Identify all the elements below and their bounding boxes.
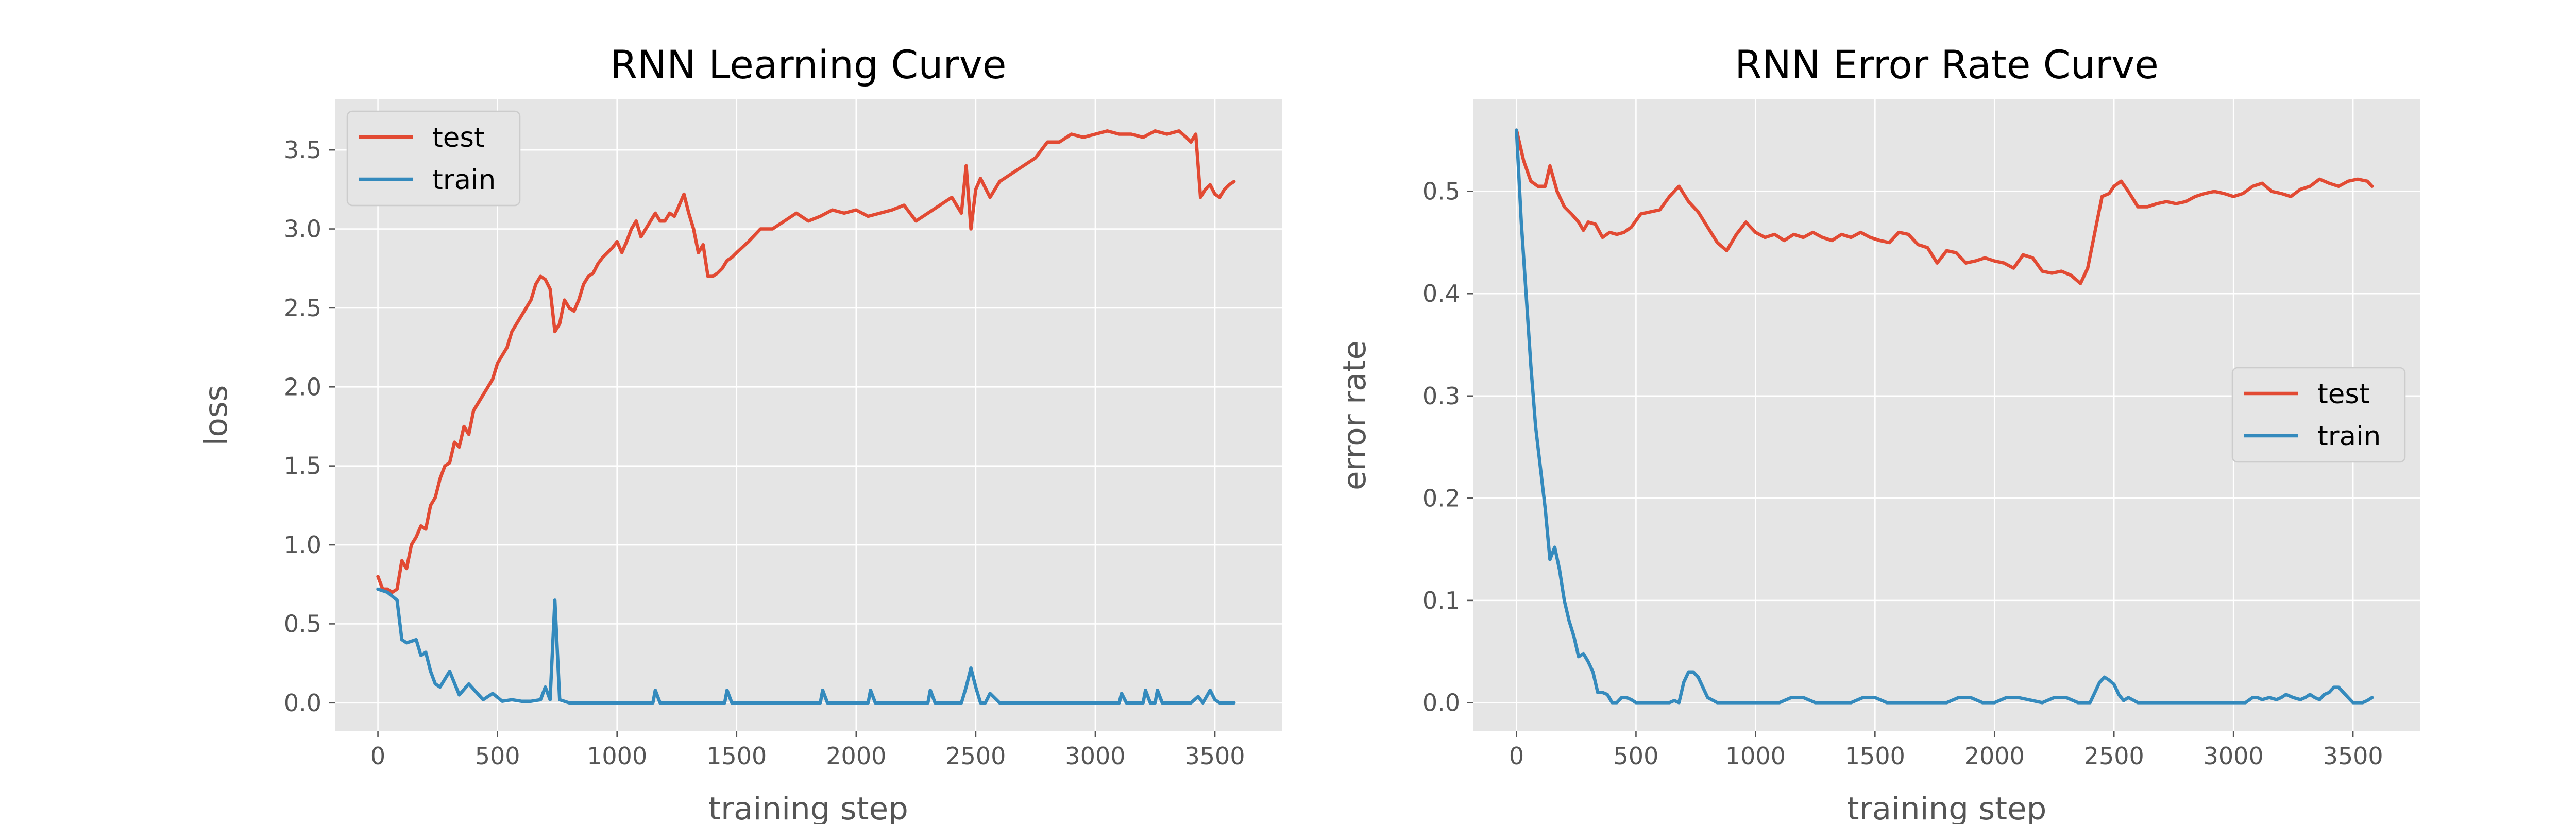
- x-axis-label: training step: [708, 791, 908, 824]
- series-line-test: [376, 129, 1236, 594]
- chart-title: RNN Learning Curve: [611, 42, 1007, 88]
- x-tick-label: 500: [475, 742, 520, 770]
- y-axis-label: loss: [198, 385, 234, 446]
- x-tick-label: 3500: [2323, 742, 2383, 770]
- y-tick-label: 2.0: [284, 373, 321, 401]
- y-tick-label: 3.0: [284, 215, 321, 243]
- y-tick-label: 1.0: [284, 531, 321, 559]
- x-tick-label: 3000: [2204, 742, 2264, 770]
- y-tick-label: 0.5: [1422, 178, 1460, 205]
- x-axis-label: training step: [1847, 791, 2047, 824]
- legend: test train: [2231, 367, 2406, 463]
- y-tick-label: 0.0: [1422, 689, 1460, 716]
- x-tick-label: 3500: [1185, 742, 1245, 770]
- y-tick-label: 0.0: [284, 689, 321, 717]
- series-line-train: [376, 587, 1236, 705]
- x-tick-label: 2500: [2084, 742, 2144, 770]
- y-axis-label: error rate: [1336, 340, 1373, 490]
- legend-label-train: train: [432, 164, 496, 196]
- y-tick-label: 3.5: [284, 136, 321, 164]
- legend-box: [346, 110, 521, 207]
- legend-label-test: test: [432, 122, 485, 153]
- chart-title: RNN Error Rate Curve: [1735, 42, 2159, 88]
- series-line-test: [1515, 128, 2374, 285]
- x-tick-label: 1000: [1725, 742, 1786, 770]
- x-tick-label: 1000: [587, 742, 647, 770]
- x-tick-label: 2500: [945, 742, 1006, 770]
- x-tick-label: 1500: [1845, 742, 1905, 770]
- x-tick-label: 3000: [1065, 742, 1125, 770]
- x-tick-label: 0: [370, 742, 385, 770]
- legend-label-train: train: [2317, 421, 2381, 452]
- x-tick-label: 0: [1509, 742, 1524, 770]
- y-tick-label: 0.4: [1422, 280, 1460, 307]
- x-tick-label: 2000: [1964, 742, 2025, 770]
- y-tick-label: 0.1: [1422, 587, 1460, 614]
- x-tick-label: 1500: [706, 742, 767, 770]
- legend-box: [2231, 367, 2406, 463]
- y-tick-label: 0.5: [284, 610, 321, 638]
- learning-curve-chart: 0 500 1000 1500 2000 2500 3000 3500 0.0 0.5 1.0 1.5…: [198, 42, 1282, 824]
- y-tick-label: 0.2: [1422, 484, 1460, 512]
- grid: [335, 99, 1282, 731]
- x-tick-label: 2000: [826, 742, 886, 770]
- y-tick-label: 2.5: [284, 294, 321, 322]
- legend-label-test: test: [2317, 379, 2370, 410]
- series-line-train: [1515, 128, 2374, 705]
- y-tick-label: 1.5: [284, 452, 321, 480]
- legend: test train: [346, 110, 521, 207]
- x-tick-label: 500: [1614, 742, 1659, 770]
- error-rate-curve-chart: 0 500 1000 1500 2000 2500 3000 3500 0.0 0.1 0.2 0.3…: [1336, 42, 2420, 824]
- y-tick-label: 0.3: [1422, 382, 1460, 410]
